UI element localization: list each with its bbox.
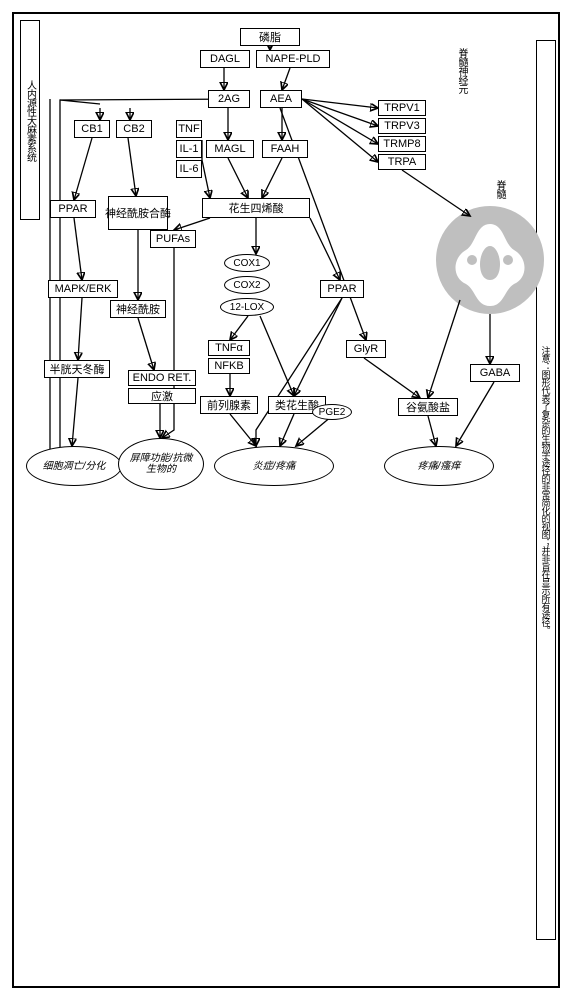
oval-pge2: PGE2 (312, 404, 352, 420)
node-pufas: PUFAs (150, 230, 196, 248)
node-magl: MAGL (206, 140, 254, 158)
neuron-label-2: 脊髓 (492, 180, 507, 198)
oval-pain: 疼痛/瘙痒 (384, 446, 494, 486)
neuron-label-1: 脊髓神经元 (454, 48, 469, 93)
node-cb2: CB2 (116, 120, 152, 138)
node-ceramide_syn: 神经酰胺合酶 (108, 196, 168, 230)
oval-apoptosis: 细胞凋亡/分化 (26, 446, 122, 486)
node-tnfa: TNFα (208, 340, 250, 356)
node-mapk: MAPK/ERK (48, 280, 118, 298)
title-box: 人内源性大麻素系统 (20, 20, 40, 220)
node-glutamate: 谷氨酸盐 (398, 398, 458, 416)
node-endoret: ENDO RET. (128, 370, 196, 386)
node-glyr: GlyR (346, 340, 386, 358)
node-tnf: TNF (176, 120, 202, 138)
node-il6: IL-6 (176, 160, 202, 178)
node-nfkb: NFKB (208, 358, 250, 374)
node-dagl: DAGL (200, 50, 250, 68)
node-nape_pld: NAPE-PLD (256, 50, 330, 68)
node-ppar_r: PPAR (320, 280, 364, 298)
oval-12lox: 12-LOX (220, 298, 274, 316)
neuron-svg (436, 206, 544, 314)
node-cb1: CB1 (74, 120, 110, 138)
node-caspase: 半胱天冬酶 (44, 360, 110, 378)
footer-box: 注意：图形代表了复杂的生物学途径的非常简化的视图；并非旨在显示所有途径。 (536, 40, 556, 940)
node-aea: AEA (260, 90, 302, 108)
oval-cox2: COX2 (224, 276, 270, 294)
node-ppar_l: PPAR (50, 200, 96, 218)
node-2ag: 2AG (208, 90, 250, 108)
outer-frame (12, 12, 560, 988)
oval-inflam: 炎症/疼痛 (214, 446, 334, 486)
neuron-circle (436, 206, 544, 314)
node-phospholipid: 磷脂 (240, 28, 300, 46)
oval-cox1: COX1 (224, 254, 270, 272)
node-trpv1: TRPV1 (378, 100, 426, 116)
node-trpa: TRPA (378, 154, 426, 170)
node-arachidonic: 花生四烯酸 (202, 198, 310, 218)
node-pros: 前列腺素 (200, 396, 258, 414)
node-faah: FAAH (262, 140, 308, 158)
oval-barrier: 屏障功能/抗微生物的 (118, 438, 204, 490)
node-gaba: GABA (470, 364, 520, 382)
node-stress: 应激 (128, 388, 196, 404)
node-trpv3: TRPV3 (378, 118, 426, 134)
node-ceramide: 神经酰胺 (110, 300, 166, 318)
node-trmp8: TRMP8 (378, 136, 426, 152)
node-il1: IL-1 (176, 140, 202, 158)
